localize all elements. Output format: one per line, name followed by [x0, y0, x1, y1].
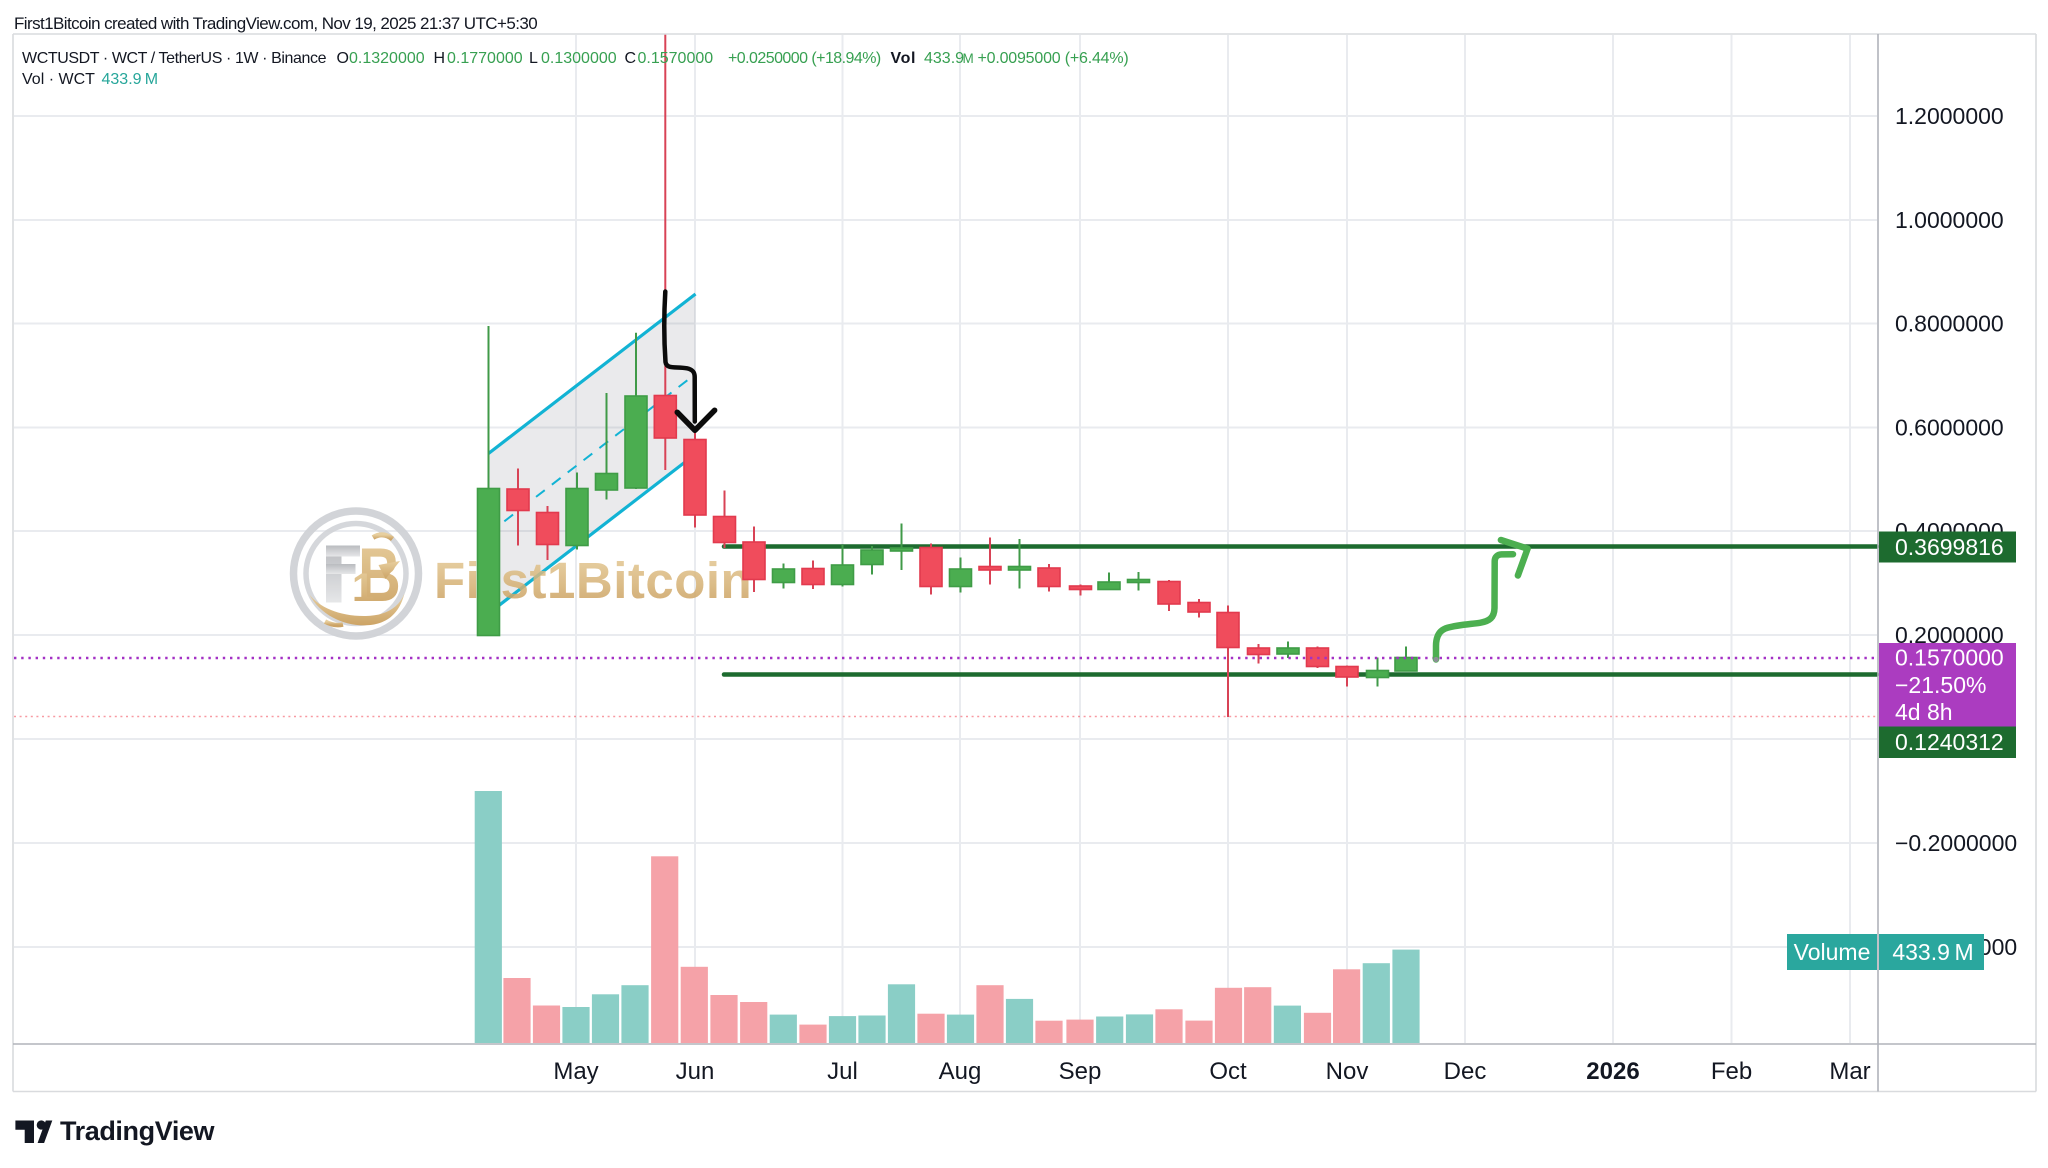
svg-text:WCTUSDT · WCT / TetherUS · 1W: WCTUSDT · WCT / TetherUS · 1W · Binance: [22, 50, 327, 67]
svg-text:H: H: [434, 50, 446, 67]
svg-text:O: O: [337, 50, 349, 67]
svg-text:Oct: Oct: [1209, 1058, 1247, 1085]
svg-text:L: L: [529, 50, 538, 67]
svg-text:433.9 M: 433.9 M: [1892, 939, 1973, 965]
svg-text:Jul: Jul: [827, 1058, 858, 1085]
svg-text:4d 8h: 4d 8h: [1895, 699, 1953, 725]
svg-text:Vol · WCT: Vol · WCT: [22, 71, 95, 88]
svg-text:1.2000000: 1.2000000: [1895, 103, 2004, 129]
svg-text:0.1240312: 0.1240312: [1895, 729, 2004, 755]
svg-text:0.6000000: 0.6000000: [1895, 415, 2004, 441]
svg-text:First1Bitcoin created with Tra: First1Bitcoin created with TradingView.c…: [14, 14, 537, 33]
svg-text:Dec: Dec: [1444, 1058, 1487, 1085]
svg-text:0.3699816: 0.3699816: [1895, 534, 2004, 560]
svg-text:0.1570000: 0.1570000: [1895, 645, 2004, 671]
svg-text:Sep: Sep: [1059, 1058, 1102, 1085]
svg-text:May: May: [553, 1058, 598, 1085]
svg-text:M: M: [963, 51, 974, 66]
svg-text:TradingView: TradingView: [60, 1116, 216, 1146]
svg-text:+0.0250000 (+18.94%): +0.0250000 (+18.94%): [728, 50, 881, 67]
svg-text:1: 1: [352, 566, 374, 610]
svg-text:433.9: 433.9: [924, 50, 964, 67]
svg-text:Jun: Jun: [676, 1058, 715, 1085]
svg-text:−0.2000000: −0.2000000: [1895, 830, 2017, 856]
svg-text:Mar: Mar: [1829, 1058, 1870, 1085]
svg-text:0.8000000: 0.8000000: [1895, 311, 2004, 337]
svg-text:0.1320000: 0.1320000: [349, 50, 425, 67]
svg-text:Aug: Aug: [939, 1058, 982, 1085]
svg-text:+0.0095000 (+6.44%): +0.0095000 (+6.44%): [978, 50, 1129, 67]
svg-text:C: C: [625, 50, 637, 67]
svg-text:Volume: Volume: [1794, 939, 1871, 965]
svg-text:Nov: Nov: [1326, 1058, 1369, 1085]
svg-text:433.9 M: 433.9 M: [102, 71, 159, 88]
svg-text:B: B: [358, 533, 401, 618]
svg-text:2026: 2026: [1586, 1058, 1639, 1085]
svg-text:0.1770000: 0.1770000: [447, 50, 523, 67]
svg-text:−21.50%: −21.50%: [1895, 672, 1986, 698]
svg-text:Feb: Feb: [1711, 1058, 1752, 1085]
svg-text:Vol: Vol: [891, 50, 917, 67]
svg-text:0.1570000: 0.1570000: [638, 50, 714, 67]
svg-text:0.1300000: 0.1300000: [541, 50, 617, 67]
svg-text:1.0000000: 1.0000000: [1895, 207, 2004, 233]
